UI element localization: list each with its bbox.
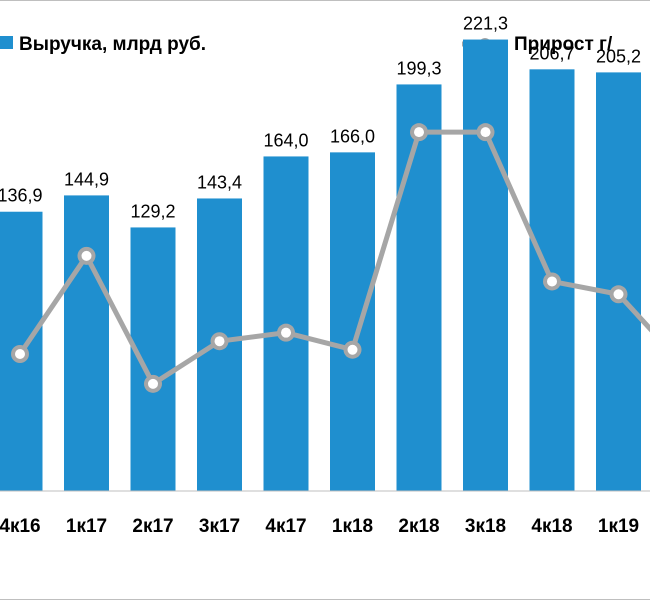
data-label-4к18: 206,7 bbox=[529, 43, 574, 63]
x-axis-ticks: 4к16 1к17 2к17 3к17 4к17 1к18 2к18 3к18 4к18 1к19… bbox=[0, 516, 639, 537]
data-label-1к19: 205,2 bbox=[596, 46, 641, 66]
tick-label-1к19: 1к19 bbox=[598, 516, 639, 537]
tick-label-3к18: 3к18 bbox=[465, 516, 506, 537]
data-label-2к17: 129,2 bbox=[130, 201, 175, 221]
data-label-3к17: 143,4 bbox=[197, 172, 242, 192]
tick-label-2к18: 2к18 bbox=[398, 516, 439, 537]
bar-1к17 bbox=[64, 195, 109, 492]
tick-label-3к17: 3к17 bbox=[199, 516, 240, 537]
data-label-1к18: 166,0 bbox=[330, 126, 375, 146]
tick-label-4к18: 4к18 bbox=[531, 516, 572, 537]
bar-3к18 bbox=[463, 39, 508, 491]
tick-label-1к17: 1к17 bbox=[66, 516, 107, 537]
growth-marker-center-3к18 bbox=[480, 127, 491, 138]
growth-marker-center-2к17 bbox=[148, 378, 158, 389]
growth-marker-center-1к19 bbox=[613, 289, 624, 300]
bar-data-labels: 136,9 144,9 129,2 143,4 164,0 166,0 199,3 221,3… bbox=[0, 14, 641, 222]
bar-series bbox=[0, 39, 641, 492]
data-label-1к17: 144,9 bbox=[64, 169, 109, 189]
growth-marker-center-4к16 bbox=[15, 349, 25, 359]
bar-1к19 bbox=[596, 72, 641, 491]
growth-marker-center-1к18 bbox=[347, 344, 358, 355]
data-label-3к18: 221,3 bbox=[463, 14, 508, 34]
growth-marker-center-4к18 bbox=[547, 276, 557, 287]
bar-2к18 bbox=[396, 84, 442, 491]
growth-marker-center-1к17 bbox=[81, 250, 92, 261]
legend-bar-swatch bbox=[0, 36, 13, 49]
tick-label-4к17: 4к17 bbox=[265, 516, 306, 537]
legend-bar-label: Выручка, млрд руб. bbox=[19, 34, 206, 55]
growth-marker-center-3к17 bbox=[214, 336, 225, 347]
data-label-2к18: 199,3 bbox=[396, 58, 441, 78]
legend-line-label: Прирост г/ bbox=[514, 34, 613, 55]
growth-line-series bbox=[11, 123, 650, 393]
growth-marker-center-4к17 bbox=[281, 327, 291, 338]
growth-marker-center-2к18 bbox=[414, 127, 424, 138]
data-label-4к16: 136,9 bbox=[0, 186, 43, 206]
bar-1к18 bbox=[330, 152, 375, 492]
tick-label-4к16: 4к16 bbox=[0, 516, 41, 537]
tick-label-1к18: 1к18 bbox=[332, 516, 373, 537]
bar-2к17 bbox=[130, 227, 176, 491]
data-label-4к17: 164,0 bbox=[263, 130, 308, 150]
tick-label-2к17: 2к17 bbox=[132, 516, 173, 537]
